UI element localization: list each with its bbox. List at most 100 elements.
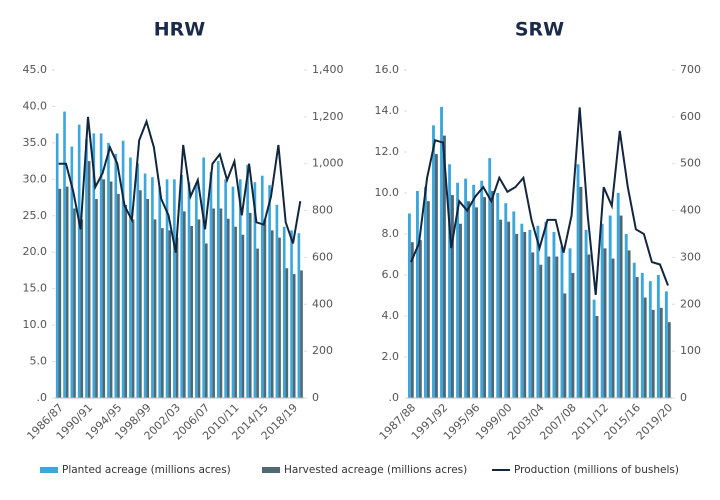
legend-swatch xyxy=(262,467,280,473)
bar xyxy=(268,185,271,398)
bar xyxy=(238,179,242,398)
bar xyxy=(92,133,96,398)
bar xyxy=(109,181,113,398)
bar xyxy=(275,204,279,398)
y2-tick-label: 0 xyxy=(312,391,319,404)
y2-tick-label: 600 xyxy=(312,250,333,263)
bar xyxy=(475,207,478,398)
bar xyxy=(204,243,208,398)
bar xyxy=(544,221,548,398)
y2-tick-label: 1,400 xyxy=(312,63,344,76)
bar xyxy=(507,221,511,398)
bar xyxy=(600,223,604,398)
bar xyxy=(297,233,301,398)
y2-tick-label: 200 xyxy=(680,297,701,310)
bar xyxy=(640,272,644,398)
legend-label: Production (millions of bushels) xyxy=(514,464,679,476)
bar xyxy=(448,164,452,398)
bar xyxy=(656,275,660,398)
bar xyxy=(234,226,237,398)
y-tick-label: 12.0 xyxy=(375,145,400,158)
bar xyxy=(451,195,454,398)
bar xyxy=(195,182,198,398)
bar xyxy=(415,190,419,398)
bar xyxy=(260,175,264,398)
bar xyxy=(121,140,125,399)
bar xyxy=(278,237,281,398)
bar xyxy=(187,182,191,398)
bar xyxy=(523,231,527,398)
bar xyxy=(480,180,484,398)
y2-tick-label: 800 xyxy=(312,204,333,217)
bar xyxy=(504,203,508,398)
bar xyxy=(143,173,147,398)
bar xyxy=(407,213,411,398)
y2-tick-label: 500 xyxy=(680,157,701,170)
y2-tick-label: 200 xyxy=(312,344,333,357)
bar xyxy=(459,223,462,398)
y-tick-label: 6.0 xyxy=(382,268,400,281)
bar xyxy=(587,254,591,398)
bar xyxy=(560,246,564,398)
y-tick-label: 45.0 xyxy=(23,63,48,76)
y2-tick-label: 400 xyxy=(680,204,701,217)
bar xyxy=(499,219,503,398)
bar xyxy=(87,161,91,398)
bar xyxy=(619,215,623,398)
y-tick-label: 10.0 xyxy=(23,318,48,331)
y2-tick-label: 600 xyxy=(680,110,701,123)
bar xyxy=(63,111,66,399)
bar xyxy=(624,234,628,398)
bar xyxy=(603,248,607,398)
bar xyxy=(472,184,476,398)
bar xyxy=(595,316,599,398)
y-tick-label: 10.0 xyxy=(375,186,400,199)
bar xyxy=(80,219,84,398)
bar xyxy=(153,219,157,398)
bar xyxy=(571,272,575,398)
bar xyxy=(410,242,414,398)
bar xyxy=(442,135,446,398)
bar xyxy=(292,274,296,398)
bar xyxy=(651,309,655,398)
bar xyxy=(664,291,668,398)
bar xyxy=(114,153,118,398)
bar xyxy=(139,190,142,398)
bar xyxy=(246,164,249,398)
bar xyxy=(107,142,110,398)
bar xyxy=(175,237,179,398)
bar xyxy=(515,234,519,398)
bar xyxy=(131,219,135,398)
legend-label: Harvested acreage (millions acres) xyxy=(284,464,467,476)
bar xyxy=(579,186,583,398)
bar xyxy=(568,248,572,398)
chart-title: SRW xyxy=(515,19,564,41)
bar xyxy=(248,212,252,398)
bar xyxy=(440,106,443,399)
y-tick-label: 4.0 xyxy=(382,309,400,322)
y2-tick-label: 100 xyxy=(680,344,701,357)
bar xyxy=(55,133,59,398)
legend-label: Planted acreage (millions acres) xyxy=(62,464,231,476)
bar xyxy=(648,281,652,398)
bar xyxy=(136,163,140,398)
bar xyxy=(512,211,516,398)
y-tick-label: 35.0 xyxy=(23,136,48,149)
bar xyxy=(424,186,427,398)
y-tick-label: .0 xyxy=(37,391,48,404)
bar xyxy=(496,193,500,398)
bar xyxy=(85,139,88,398)
bar xyxy=(270,230,274,398)
y-tick-label: 14.0 xyxy=(375,104,400,117)
bar xyxy=(226,218,230,398)
bar xyxy=(488,158,492,398)
bar xyxy=(263,219,267,398)
y-tick-label: 30.0 xyxy=(23,172,48,185)
y-tick-label: 20.0 xyxy=(23,245,48,258)
bar xyxy=(434,154,438,398)
bar xyxy=(659,307,663,398)
bar xyxy=(418,240,422,398)
bar xyxy=(635,277,639,398)
y-tick-label: 5.0 xyxy=(30,355,48,368)
bar xyxy=(520,223,524,398)
